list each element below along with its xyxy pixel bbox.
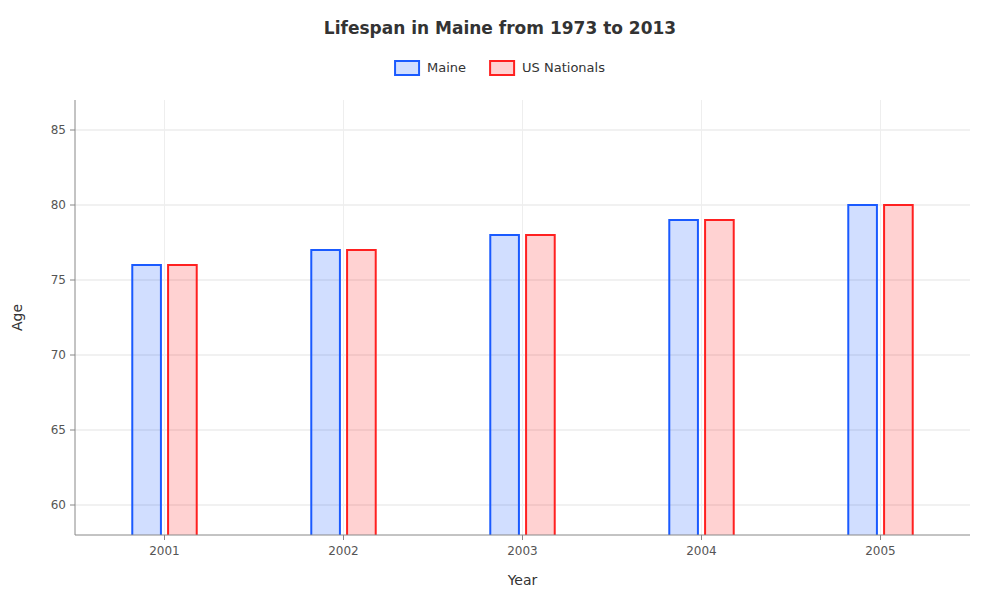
y-tick (70, 505, 75, 506)
legend: Maine US Nationals (395, 60, 605, 76)
x-grid-line (164, 100, 165, 535)
legend-item: Maine (395, 60, 466, 76)
legend-swatch (395, 61, 419, 75)
x-tick (522, 535, 523, 540)
x-grid-line (701, 100, 702, 535)
y-tick (70, 280, 75, 281)
y-tick-label: 80 (51, 198, 66, 212)
x-tick-label: 2005 (865, 544, 896, 558)
x-tick (164, 535, 165, 540)
chart-title: Lifespan in Maine from 1973 to 2013 (324, 18, 676, 38)
bars (132, 205, 912, 535)
legend-label: Maine (427, 60, 466, 75)
bar (168, 265, 197, 535)
y-axis-label: Age (9, 304, 25, 331)
bar (490, 235, 519, 535)
bar (347, 250, 376, 535)
axes: 60 65 70 75 80 85 2001 2002 2003 2004 2005 (51, 100, 970, 558)
legend-swatch (490, 61, 514, 75)
y-tick (70, 355, 75, 356)
x-tick (343, 535, 344, 540)
bar (705, 220, 734, 535)
x-grid-line (522, 100, 523, 535)
y-tick-label: 60 (51, 498, 66, 512)
x-tick (701, 535, 702, 540)
x-tick-label: 2003 (507, 544, 538, 558)
y-tick-label: 85 (51, 123, 66, 137)
legend-item: US Nationals (490, 60, 605, 76)
bar (311, 250, 340, 535)
grid (75, 100, 970, 535)
y-tick-label: 70 (51, 348, 66, 362)
chart-svg: 60 65 70 75 80 85 2001 2002 2003 2004 2005 Year Age L… (0, 0, 1000, 600)
y-tick (70, 205, 75, 206)
y-tick (70, 430, 75, 431)
x-tick-label: 2004 (686, 544, 717, 558)
x-tick-label: 2002 (328, 544, 359, 558)
x-grid-line (880, 100, 881, 535)
x-tick-label: 2001 (149, 544, 180, 558)
legend-label: US Nationals (522, 60, 605, 75)
y-tick-label: 65 (51, 423, 66, 437)
x-tick (880, 535, 881, 540)
chart-container: 60 65 70 75 80 85 2001 2002 2003 2004 2005 Year Age L… (0, 0, 1000, 600)
x-axis-label: Year (507, 572, 538, 588)
bar (848, 205, 877, 535)
bar (526, 235, 555, 535)
bar (132, 265, 161, 535)
bar (669, 220, 698, 535)
y-tick-label: 75 (51, 273, 66, 287)
x-grid-line (343, 100, 344, 535)
bar (884, 205, 913, 535)
y-axis-line (75, 100, 76, 535)
y-tick (70, 130, 75, 131)
